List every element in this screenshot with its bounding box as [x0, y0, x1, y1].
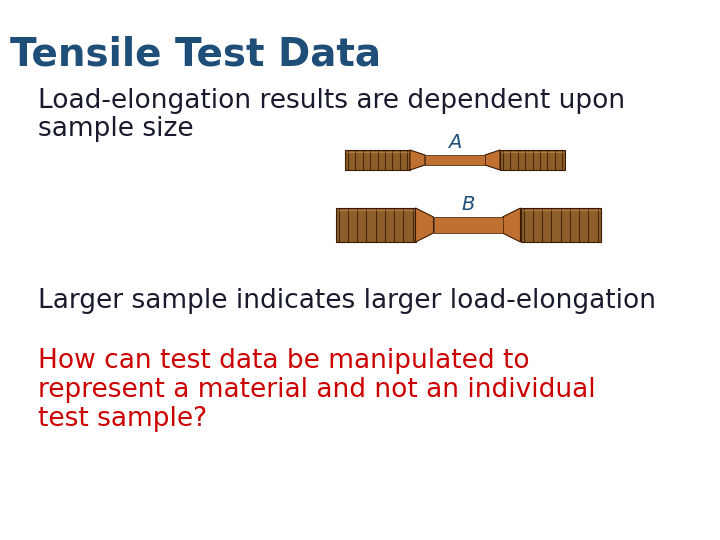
Text: Tensile Test Data: Tensile Test Data [10, 35, 381, 73]
Polygon shape [410, 150, 425, 170]
Text: Load-elongation results are dependent upon: Load-elongation results are dependent up… [38, 88, 625, 114]
Text: A: A [449, 133, 462, 152]
Text: test sample?: test sample? [38, 406, 207, 432]
Polygon shape [503, 208, 521, 242]
Polygon shape [500, 150, 565, 170]
Polygon shape [485, 150, 500, 170]
Polygon shape [415, 208, 433, 242]
Polygon shape [336, 208, 415, 242]
Text: How can test data be manipulated to: How can test data be manipulated to [38, 348, 530, 374]
Text: Larger sample indicates larger load-elongation: Larger sample indicates larger load-elon… [38, 288, 656, 314]
Polygon shape [521, 208, 600, 242]
Polygon shape [433, 217, 503, 233]
Text: sample size: sample size [38, 116, 194, 142]
Text: B: B [462, 195, 474, 214]
Text: represent a material and not an individual: represent a material and not an individu… [38, 377, 595, 403]
Polygon shape [345, 150, 410, 170]
Polygon shape [425, 155, 485, 165]
